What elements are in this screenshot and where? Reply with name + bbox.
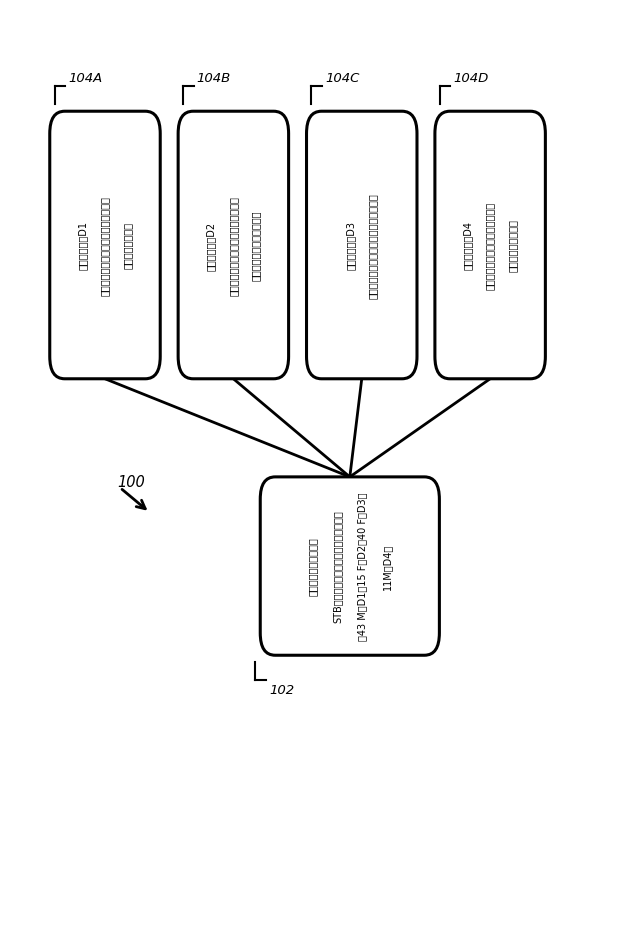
Text: デバイス３－D3: デバイス３－D3 xyxy=(345,221,355,270)
FancyBboxPatch shape xyxy=(435,112,545,380)
Text: ゲーム、サッカー）: ゲーム、サッカー） xyxy=(508,219,518,272)
FancyBboxPatch shape xyxy=(307,112,417,380)
Text: 11M－D4）: 11M－D4） xyxy=(383,544,392,589)
Text: （ユーザプロファイル２：リアリティ: （ユーザプロファイル２：リアリティ xyxy=(228,196,238,296)
Text: （ユーザプロファイル１：スポーツ、: （ユーザプロファイル１：スポーツ、 xyxy=(100,196,110,296)
Text: （43 M－D1，15 F－D2，40 F－D3，: （43 M－D1，15 F－D2，40 F－D3， xyxy=(358,492,368,640)
FancyBboxPatch shape xyxy=(260,477,439,655)
FancyBboxPatch shape xyxy=(178,112,289,380)
Text: セットトップボックス: セットトップボックス xyxy=(307,537,317,596)
Text: ゲーム、レース）: ゲーム、レース） xyxy=(123,223,132,269)
FancyBboxPatch shape xyxy=(50,112,160,380)
Text: デバイス２－D2: デバイス２－D2 xyxy=(206,221,216,270)
Text: （ユーザプロファイル３：料理、芸術）: （ユーザプロファイル３：料理、芸術） xyxy=(368,193,378,299)
Text: ショー、ポピュラー音楽）: ショー、ポピュラー音楽） xyxy=(251,211,261,281)
Text: 104B: 104B xyxy=(197,72,231,85)
Text: （ユーザプロファイル４：漫画、: （ユーザプロファイル４：漫画、 xyxy=(485,201,495,290)
Text: STBプロファイル：４つの接続デバイス: STBプロファイル：４つの接続デバイス xyxy=(332,510,342,623)
Text: デバイス４－D4: デバイス４－D4 xyxy=(462,221,473,270)
Text: 104C: 104C xyxy=(325,72,360,85)
Text: 104D: 104D xyxy=(453,72,489,85)
Text: 102: 102 xyxy=(269,683,294,696)
Text: デバイス１－D1: デバイス１－D1 xyxy=(77,221,87,270)
Text: 104A: 104A xyxy=(68,72,103,85)
Text: 100: 100 xyxy=(117,474,145,489)
